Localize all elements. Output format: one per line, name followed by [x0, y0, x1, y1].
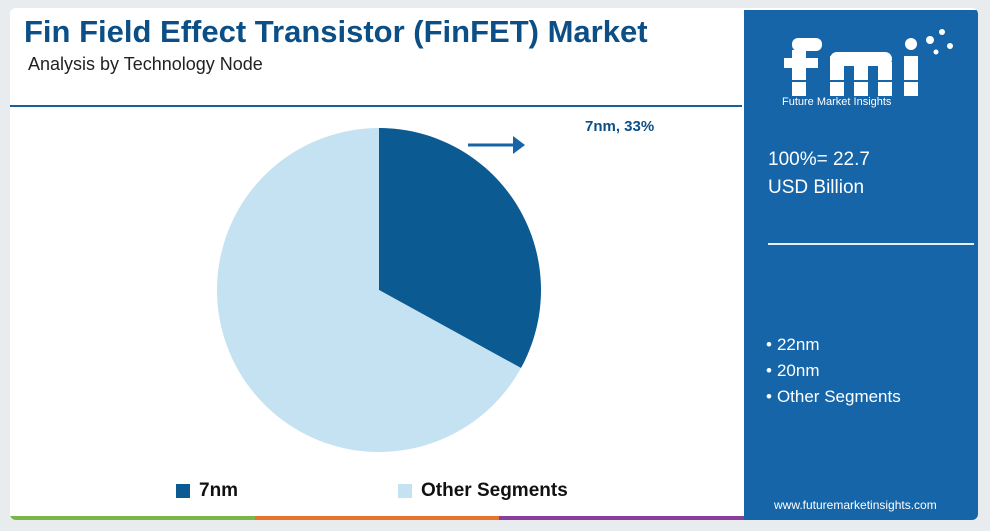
legend-item-7nm: 7nm	[176, 480, 238, 502]
pie-slices	[216, 128, 541, 452]
legend-swatch-7nm	[176, 484, 190, 498]
website-url: www.futuremarketinsights.com	[774, 498, 937, 512]
market-total-unit: USD Billion	[768, 177, 865, 198]
logo-tagline: Future Market Insights	[782, 96, 892, 108]
segment-list: 22nm 20nm Other Segments	[766, 332, 901, 410]
summary-panel: Future Market Insights 100%= 22.7 USD Bi…	[744, 10, 978, 520]
chart-subtitle: Analysis by Technology Node	[28, 54, 263, 74]
color-strip-orange	[254, 516, 500, 520]
report-card: Fin Field Effect Transistor (FinFET) Mar…	[10, 8, 978, 520]
pie-slice-7nm	[379, 128, 541, 369]
data-label-7nm: 7nm, 33%	[585, 118, 655, 135]
market-total: 100%= 22.7 USD Billion	[768, 146, 968, 202]
title-divider	[10, 105, 742, 107]
legend-item-other-segments: Other Segments	[398, 480, 568, 502]
panel-divider	[768, 243, 974, 245]
chart-title: Fin Field Effect Transistor (FinFET) Mar…	[24, 14, 648, 49]
color-strip	[10, 516, 745, 520]
legend-swatch-other-segments	[398, 484, 412, 498]
segment-item: Other Segments	[766, 384, 901, 410]
fmi-logo	[784, 29, 953, 96]
label-arrow	[468, 136, 525, 154]
legend-label-other-segments: Other Segments	[421, 480, 568, 501]
color-strip-green	[10, 516, 255, 520]
market-total-value: 100%= 22.7	[768, 149, 870, 170]
color-strip-purple	[499, 516, 745, 520]
legend-label-7nm: 7nm	[199, 480, 239, 501]
segment-item: 22nm	[766, 332, 901, 358]
pie-slice-other-segments	[216, 128, 521, 452]
pie-chart	[216, 128, 541, 452]
segment-item: 20nm	[766, 358, 901, 384]
